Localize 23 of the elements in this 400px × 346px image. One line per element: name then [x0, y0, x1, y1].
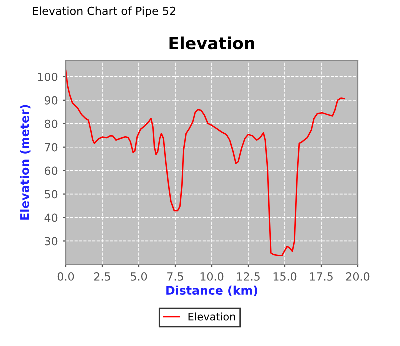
y-tick-label: 50 [45, 190, 58, 199]
y-axis-title: Elevation (meter) [20, 105, 31, 220]
y-tick-label: 40 [44, 214, 58, 222]
y-tick-label: 60 [45, 166, 58, 176]
legend-label: Elevation [188, 312, 236, 321]
x-tick-label: 15.0 [274, 272, 297, 281]
y-tick-label: 30 [45, 237, 58, 246]
y-tick-label: 100 [38, 72, 58, 82]
y-tick-label: 90 [44, 96, 58, 105]
x-axis-title: Distance (km) [166, 286, 258, 296]
line-series [66, 70, 346, 256]
x-tick-label: 7.5 [168, 272, 184, 281]
y-tick-label: 70 [45, 143, 58, 152]
x-tick-label: 0.0 [58, 272, 74, 281]
x-tick-label: 20.0 [346, 272, 370, 281]
x-tick-label: 12.5 [237, 272, 260, 281]
text: Elevation Chart of Pipe 52 [33, 6, 176, 18]
x-tick-label: 17.5 [310, 272, 333, 281]
x-tick-label: 10.0 [200, 272, 224, 281]
x-tick-label: 2.5 [94, 272, 110, 281]
y-tick-label: 80 [44, 120, 58, 128]
chart-title: Elevation [170, 36, 254, 50]
x-tick-label: 5.0 [131, 272, 148, 281]
